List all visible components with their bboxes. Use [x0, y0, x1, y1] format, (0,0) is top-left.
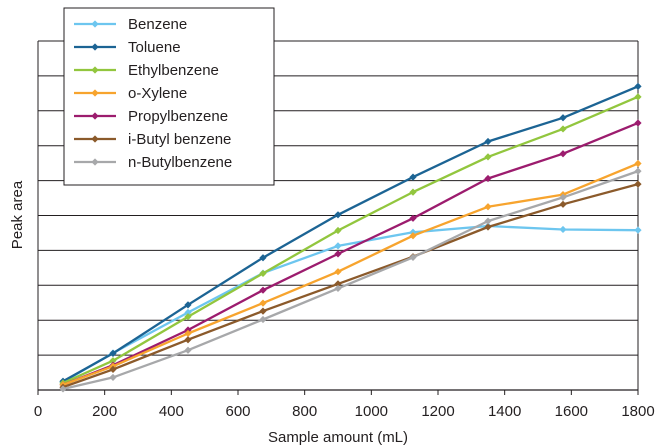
- data-point: [559, 200, 567, 208]
- data-point: [259, 315, 267, 324]
- series-n-butylbenzene: [59, 167, 642, 393]
- x-tick-label: 800: [292, 403, 317, 420]
- y-axis-title: Peak area: [9, 180, 26, 249]
- legend-swatch-marker: [91, 43, 99, 51]
- x-tick-label: 1200: [421, 403, 454, 420]
- data-point: [259, 286, 267, 294]
- x-tick-label: 200: [92, 403, 117, 420]
- series-line-benzene: [62, 224, 639, 383]
- data-point: [484, 217, 492, 225]
- x-tick-label: 1000: [355, 403, 388, 420]
- data-point: [634, 167, 642, 175]
- legend-item: Propylbenzene: [74, 108, 228, 125]
- legend-label: Benzene: [128, 16, 187, 33]
- data-point: [559, 225, 567, 234]
- data-point: [409, 188, 417, 196]
- data-point: [59, 385, 67, 393]
- data-point: [634, 93, 642, 101]
- data-point: [184, 313, 192, 321]
- data-point: [634, 159, 642, 168]
- data-point: [409, 173, 417, 181]
- x-tick-label: 0: [34, 403, 42, 420]
- data-point: [259, 299, 267, 307]
- data-point: [259, 307, 267, 315]
- series-i-butyl-benzene: [59, 180, 642, 391]
- data-point: [334, 226, 342, 235]
- data-point: [409, 232, 417, 240]
- x-tick-label: 1600: [555, 403, 588, 420]
- data-point: [184, 301, 192, 309]
- data-point: [259, 254, 267, 262]
- legend-item: n-Butylbenzene: [74, 154, 232, 171]
- data-point: [184, 329, 192, 338]
- data-point: [409, 214, 417, 222]
- legend-swatch-marker: [91, 112, 99, 120]
- legend: Benzene Toluene Ethylbenzene o-Xylene Propyl…: [63, 7, 275, 186]
- x-axis-title: Sample amount (mL): [268, 429, 408, 446]
- data-point: [334, 284, 342, 293]
- data-point: [184, 308, 192, 317]
- data-point: [334, 250, 342, 258]
- data-point: [184, 346, 192, 354]
- data-point: [409, 253, 417, 261]
- data-point: [634, 82, 642, 90]
- data-point: [109, 349, 117, 357]
- data-point: [634, 180, 642, 188]
- data-point: [184, 336, 192, 344]
- legend-label: Ethylbenzene: [128, 62, 219, 79]
- legend-swatch-marker: [91, 20, 99, 28]
- data-point: [484, 203, 492, 211]
- legend-swatch-marker: [91, 89, 99, 97]
- x-tick-label: 400: [159, 403, 184, 420]
- data-point: [334, 280, 342, 288]
- series-o-xylene: [59, 159, 642, 389]
- data-point: [334, 242, 342, 250]
- data-point: [484, 174, 492, 183]
- legend-label: i-Butyl benzene: [128, 131, 231, 148]
- legend-item: o-Xylene: [74, 85, 187, 102]
- legend-item: i-Butyl benzene: [74, 131, 231, 148]
- legend-item: Ethylbenzene: [74, 62, 219, 79]
- x-tick-label: 600: [225, 403, 250, 420]
- data-point: [484, 153, 492, 161]
- legend-swatch-marker: [91, 158, 99, 166]
- data-point: [484, 137, 492, 146]
- legend-item: Benzene: [74, 16, 187, 33]
- data-point: [109, 373, 117, 382]
- legend-label: Toluene: [128, 39, 181, 56]
- x-tick-label: 1800: [621, 403, 654, 420]
- data-point: [109, 365, 117, 374]
- data-point: [559, 193, 567, 201]
- data-point: [259, 269, 267, 278]
- legend-swatch-marker: [91, 135, 99, 143]
- legend-box: [63, 7, 275, 186]
- x-tick-label: 1400: [488, 403, 521, 420]
- legend-label: n-Butylbenzene: [128, 154, 232, 171]
- data-point: [634, 119, 642, 127]
- data-point: [334, 211, 342, 219]
- x-tick-labels: 0 200 400 600 800 1000 1200 1400 1600 1800: [34, 390, 655, 420]
- data-point: [334, 268, 342, 276]
- series-line-o-xylene: [62, 162, 639, 386]
- data-point: [559, 125, 567, 133]
- data-point: [559, 150, 567, 158]
- data-point: [559, 114, 567, 122]
- series-ethylbenzene: [59, 93, 642, 387]
- data-point: [109, 357, 117, 365]
- series-lines: [59, 82, 642, 393]
- data-point: [634, 226, 642, 234]
- legend-swatch-marker: [91, 66, 99, 74]
- legend-label: Propylbenzene: [128, 108, 228, 125]
- data-point: [484, 223, 492, 231]
- legend-item: Toluene: [74, 39, 181, 56]
- legend-label: o-Xylene: [128, 85, 187, 102]
